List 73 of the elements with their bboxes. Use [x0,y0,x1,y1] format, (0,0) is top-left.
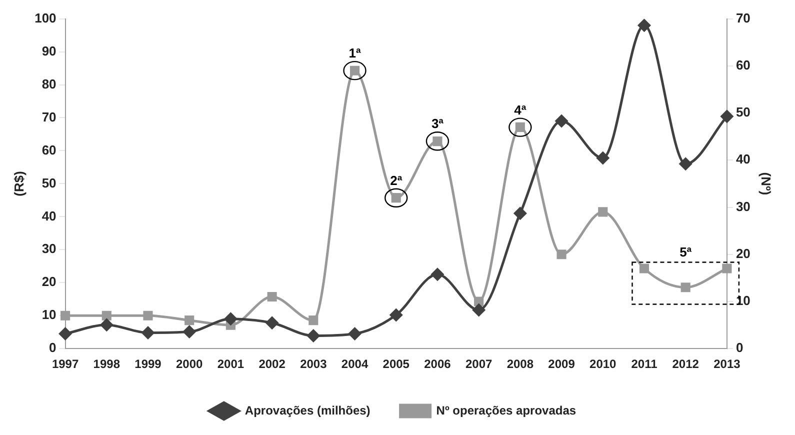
point [266,316,278,330]
point [100,318,113,332]
x-tick-label: 2006 [424,357,452,372]
point [598,207,608,217]
legend-label: Nº operações aprovadas [436,403,576,418]
point [474,296,484,306]
point [307,329,320,342]
point [224,312,237,326]
x-tick-label: 2008 [506,357,534,372]
y-tick-label: 20 [42,274,56,290]
point [514,207,526,220]
point [431,268,444,281]
y-tick-label: 70 [42,109,56,124]
y2-tick-label: 60 [736,57,750,72]
x-tick-label: 2012 [672,357,700,372]
point [390,308,402,322]
point [348,328,362,340]
x-tick-label: 2002 [258,357,286,372]
x-tick-label: 2013 [714,357,741,372]
legend-label: Aprovações (milhões) [244,403,370,418]
point [555,114,568,128]
y-tick-label: 60 [42,142,56,158]
y2-tick-label: 50 [736,104,750,120]
x-tick-label: 2000 [176,357,204,372]
y2-tick-label: 40 [736,152,750,167]
point [556,250,566,260]
annotation: 5ª [680,244,692,260]
y-tick-label: 50 [42,175,56,190]
y-tick-label: 0 [49,340,56,356]
x-tick-label: 2004 [341,357,368,372]
y-tick-label: 30 [42,241,56,256]
x-tick-label: 2001 [217,357,244,372]
annotation: 3ª [431,116,444,132]
point [308,316,318,326]
annotation: 4ª [514,102,526,118]
point [142,326,154,340]
x-tick-label: 2011 [631,357,658,372]
y-tick-label: 10 [42,307,56,322]
point [720,110,734,123]
x-tick-label: 1997 [52,357,79,372]
x-tick-label: 2005 [382,357,410,372]
annotation: 1ª [348,46,361,61]
x-tick-label: 2007 [465,357,492,372]
point [679,158,692,170]
point [680,282,690,292]
point [267,292,277,302]
y2-tick-label: 20 [736,246,750,261]
x-tick-label: 2003 [300,357,328,372]
point [638,19,650,32]
y-tick-label: 100 [34,10,56,26]
point [639,264,650,274]
point [596,152,610,164]
point [143,310,153,320]
y-tick-label: 90 [42,43,56,58]
x-tick-label: 2009 [548,357,576,372]
x-tick-label: 1998 [93,357,120,372]
y2-tick-label: 30 [736,198,750,214]
point [183,326,196,338]
annotation: 2ª [390,172,402,188]
y-tick-label: 40 [42,208,56,224]
y2-tick-label: 70 [736,10,750,26]
point [102,310,112,320]
point [60,310,70,320]
point [59,328,72,340]
point [722,264,732,274]
point [184,316,194,326]
x-tick-label: 1999 [134,357,162,372]
y-axis-title: (R$) [11,171,26,196]
x-tick-label: 2010 [590,357,617,372]
y-tick-label: 80 [42,76,56,92]
point [472,304,486,316]
y2-axis-title: (Nº) [758,172,774,196]
y2-tick-label: 0 [736,340,744,356]
